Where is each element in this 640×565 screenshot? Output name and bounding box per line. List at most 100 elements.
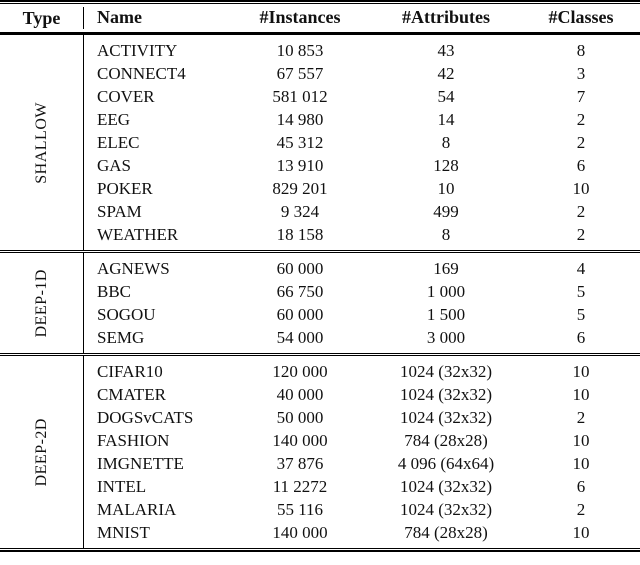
cell-instances: 18 158 bbox=[276, 225, 324, 244]
cell-classes: 10 bbox=[572, 385, 590, 404]
cell-instances: 54 000 bbox=[276, 328, 324, 347]
cell-classes: 5 bbox=[576, 305, 586, 324]
cell-attributes: 42 bbox=[437, 64, 455, 83]
cell-instances: 11 2272 bbox=[272, 477, 328, 496]
cell-name: MNIST bbox=[97, 523, 150, 542]
cell-name: DOGSvCATS bbox=[97, 408, 194, 427]
group-shallow: SHALLOW ACTIVITY 10 853 43 8 CONNECT4 67 557 42… bbox=[0, 35, 640, 250]
cell-instances: 40 000 bbox=[276, 385, 324, 404]
cell-name: CMATER bbox=[97, 385, 166, 404]
cell-instances: 66 750 bbox=[276, 282, 324, 301]
header-type: Type bbox=[0, 6, 84, 29]
cell-classes: 4 bbox=[576, 259, 586, 278]
cell-classes: 8 bbox=[576, 41, 586, 60]
cell-name: MALARIA bbox=[97, 500, 177, 519]
cell-attributes: 14 bbox=[437, 110, 455, 129]
cell-name: CONNECT4 bbox=[97, 64, 186, 83]
cell-classes: 3 bbox=[576, 64, 586, 83]
cell-instances: 60 000 bbox=[276, 259, 324, 278]
cell-classes: 6 bbox=[576, 328, 586, 347]
cell-classes: 2 bbox=[576, 225, 586, 244]
cell-attributes: 169 bbox=[433, 259, 459, 278]
table-groups: SHALLOW ACTIVITY 10 853 4 3 8 CONNECT4 67 557 42… bbox=[0, 35, 640, 548]
cell-classes: 2 bbox=[576, 500, 586, 519]
cell-instances: 13 910 bbox=[276, 156, 324, 175]
cell-instances: 45 312 bbox=[276, 133, 324, 152]
cell-attributes: 4 096 (64x64) bbox=[397, 454, 495, 473]
cell-name: ELEC bbox=[97, 133, 140, 152]
cell-attributes: 3 000 bbox=[426, 328, 466, 347]
cell-instances: 14 980 bbox=[276, 110, 324, 129]
type-cell: DEEP-1D bbox=[0, 253, 84, 353]
cell-name: AGNEWS bbox=[97, 259, 170, 278]
group-label: DEEP-1D bbox=[32, 268, 50, 338]
header-classes: #Classes bbox=[548, 7, 614, 27]
cell-attributes: 1 000 bbox=[426, 282, 466, 301]
cell-attributes: 10 bbox=[437, 179, 455, 198]
group-label: DEEP-2D bbox=[32, 417, 50, 487]
cell-classes: 10 bbox=[572, 523, 590, 542]
cell-classes: 10 bbox=[572, 431, 590, 450]
cell-classes: 6 bbox=[576, 477, 586, 496]
cell-name: ACTIVITY bbox=[97, 41, 178, 60]
cell-attributes: 1024 (32x32) bbox=[399, 385, 493, 404]
group-rows: CIFAR10 120 000 1024 (32x32) 10 CMATER 40 000… bbox=[84, 356, 640, 548]
cell-attributes: 1 500 bbox=[426, 305, 466, 324]
group-separator-rule bbox=[0, 353, 640, 356]
cell-instances: 10 853 bbox=[276, 41, 324, 60]
header-bottom-rule bbox=[0, 31, 640, 35]
cell-instances: 140 000 bbox=[272, 523, 328, 542]
cell-classes: 5 bbox=[576, 282, 586, 301]
cell-attributes: 8 bbox=[441, 133, 451, 152]
cell-attributes: 54 bbox=[437, 87, 455, 106]
cell-classes: 10 bbox=[572, 454, 590, 473]
cell-name: FASHION bbox=[97, 431, 170, 450]
cell-name: IMGNETTE bbox=[97, 454, 184, 473]
cell-name: CIFAR10 bbox=[97, 362, 163, 381]
group-rows: AGNEWS 60 000 169 4 BBC 66 750 1 000 5 SOGOU 60 0… bbox=[84, 253, 640, 353]
cell-name: BBC bbox=[97, 282, 132, 301]
cell-name: INTEL bbox=[97, 477, 147, 496]
cell-name: WEATHER bbox=[97, 225, 179, 244]
group-deep-1d: DEEP-1D AGNEWS 60 000 169 4 BBC 66 750 1 000 5 SO… bbox=[0, 253, 640, 353]
header-name: Name bbox=[97, 7, 142, 27]
top-rule bbox=[0, 0, 640, 4]
cell-instances: 140 000 bbox=[272, 431, 328, 450]
header-instances: #Instances bbox=[259, 7, 341, 27]
cell-attributes: 499 bbox=[433, 202, 459, 221]
cell-classes: 6 bbox=[576, 156, 586, 175]
cell-attributes: 1024 (32x32) bbox=[399, 477, 493, 496]
cell-instances: 60 000 bbox=[276, 305, 324, 324]
cell-classes: 10 bbox=[572, 179, 590, 198]
cell-name: EEG bbox=[97, 110, 131, 129]
cell-attributes: 1024 (32x32) bbox=[399, 500, 493, 519]
cell-classes: 2 bbox=[576, 408, 586, 427]
group-label: SHALLOW bbox=[32, 101, 50, 184]
cell-instances: 55 116 bbox=[276, 500, 324, 519]
cell-attributes: 784 (28x28) bbox=[404, 431, 488, 450]
cell-name: COVER bbox=[97, 87, 155, 106]
group-deep-2d: DEEP-2D CIFAR10 120 000 1024 (32x32) 10 CMATE… bbox=[0, 356, 640, 548]
cell-instances: 67 557 bbox=[276, 64, 324, 83]
cell-instances: 581 012 bbox=[272, 87, 328, 106]
cell-name: POKER bbox=[97, 179, 153, 198]
cell-attributes: 128 bbox=[433, 156, 459, 175]
group-rows: ACTIVITY 10 853 43 8 CONNECT4 67 557 42 3 COVER 5… bbox=[84, 35, 640, 250]
cell-attributes: 1024 (32x32) bbox=[399, 362, 493, 381]
type-cell: SHALLOW bbox=[0, 35, 84, 250]
cell-name: SPAM bbox=[97, 202, 142, 221]
group-separator-rule bbox=[0, 250, 640, 253]
cell-instances: 37 876 bbox=[276, 454, 324, 473]
cell-instances: 50 000 bbox=[276, 408, 324, 427]
cell-classes: 10 bbox=[572, 362, 590, 381]
cell-name: SOGOU bbox=[97, 305, 156, 324]
cell-classes: 2 bbox=[576, 110, 586, 129]
cell-name: SEMG bbox=[97, 328, 145, 347]
cell-instances: 9 324 bbox=[280, 202, 320, 221]
type-cell: DEEP-2D bbox=[0, 356, 84, 548]
cell-attributes: 784 (28x28) bbox=[404, 523, 488, 542]
cell-name: GAS bbox=[97, 156, 132, 175]
header-attributes: #Attributes bbox=[402, 7, 490, 27]
cell-classes: 2 bbox=[576, 202, 586, 221]
